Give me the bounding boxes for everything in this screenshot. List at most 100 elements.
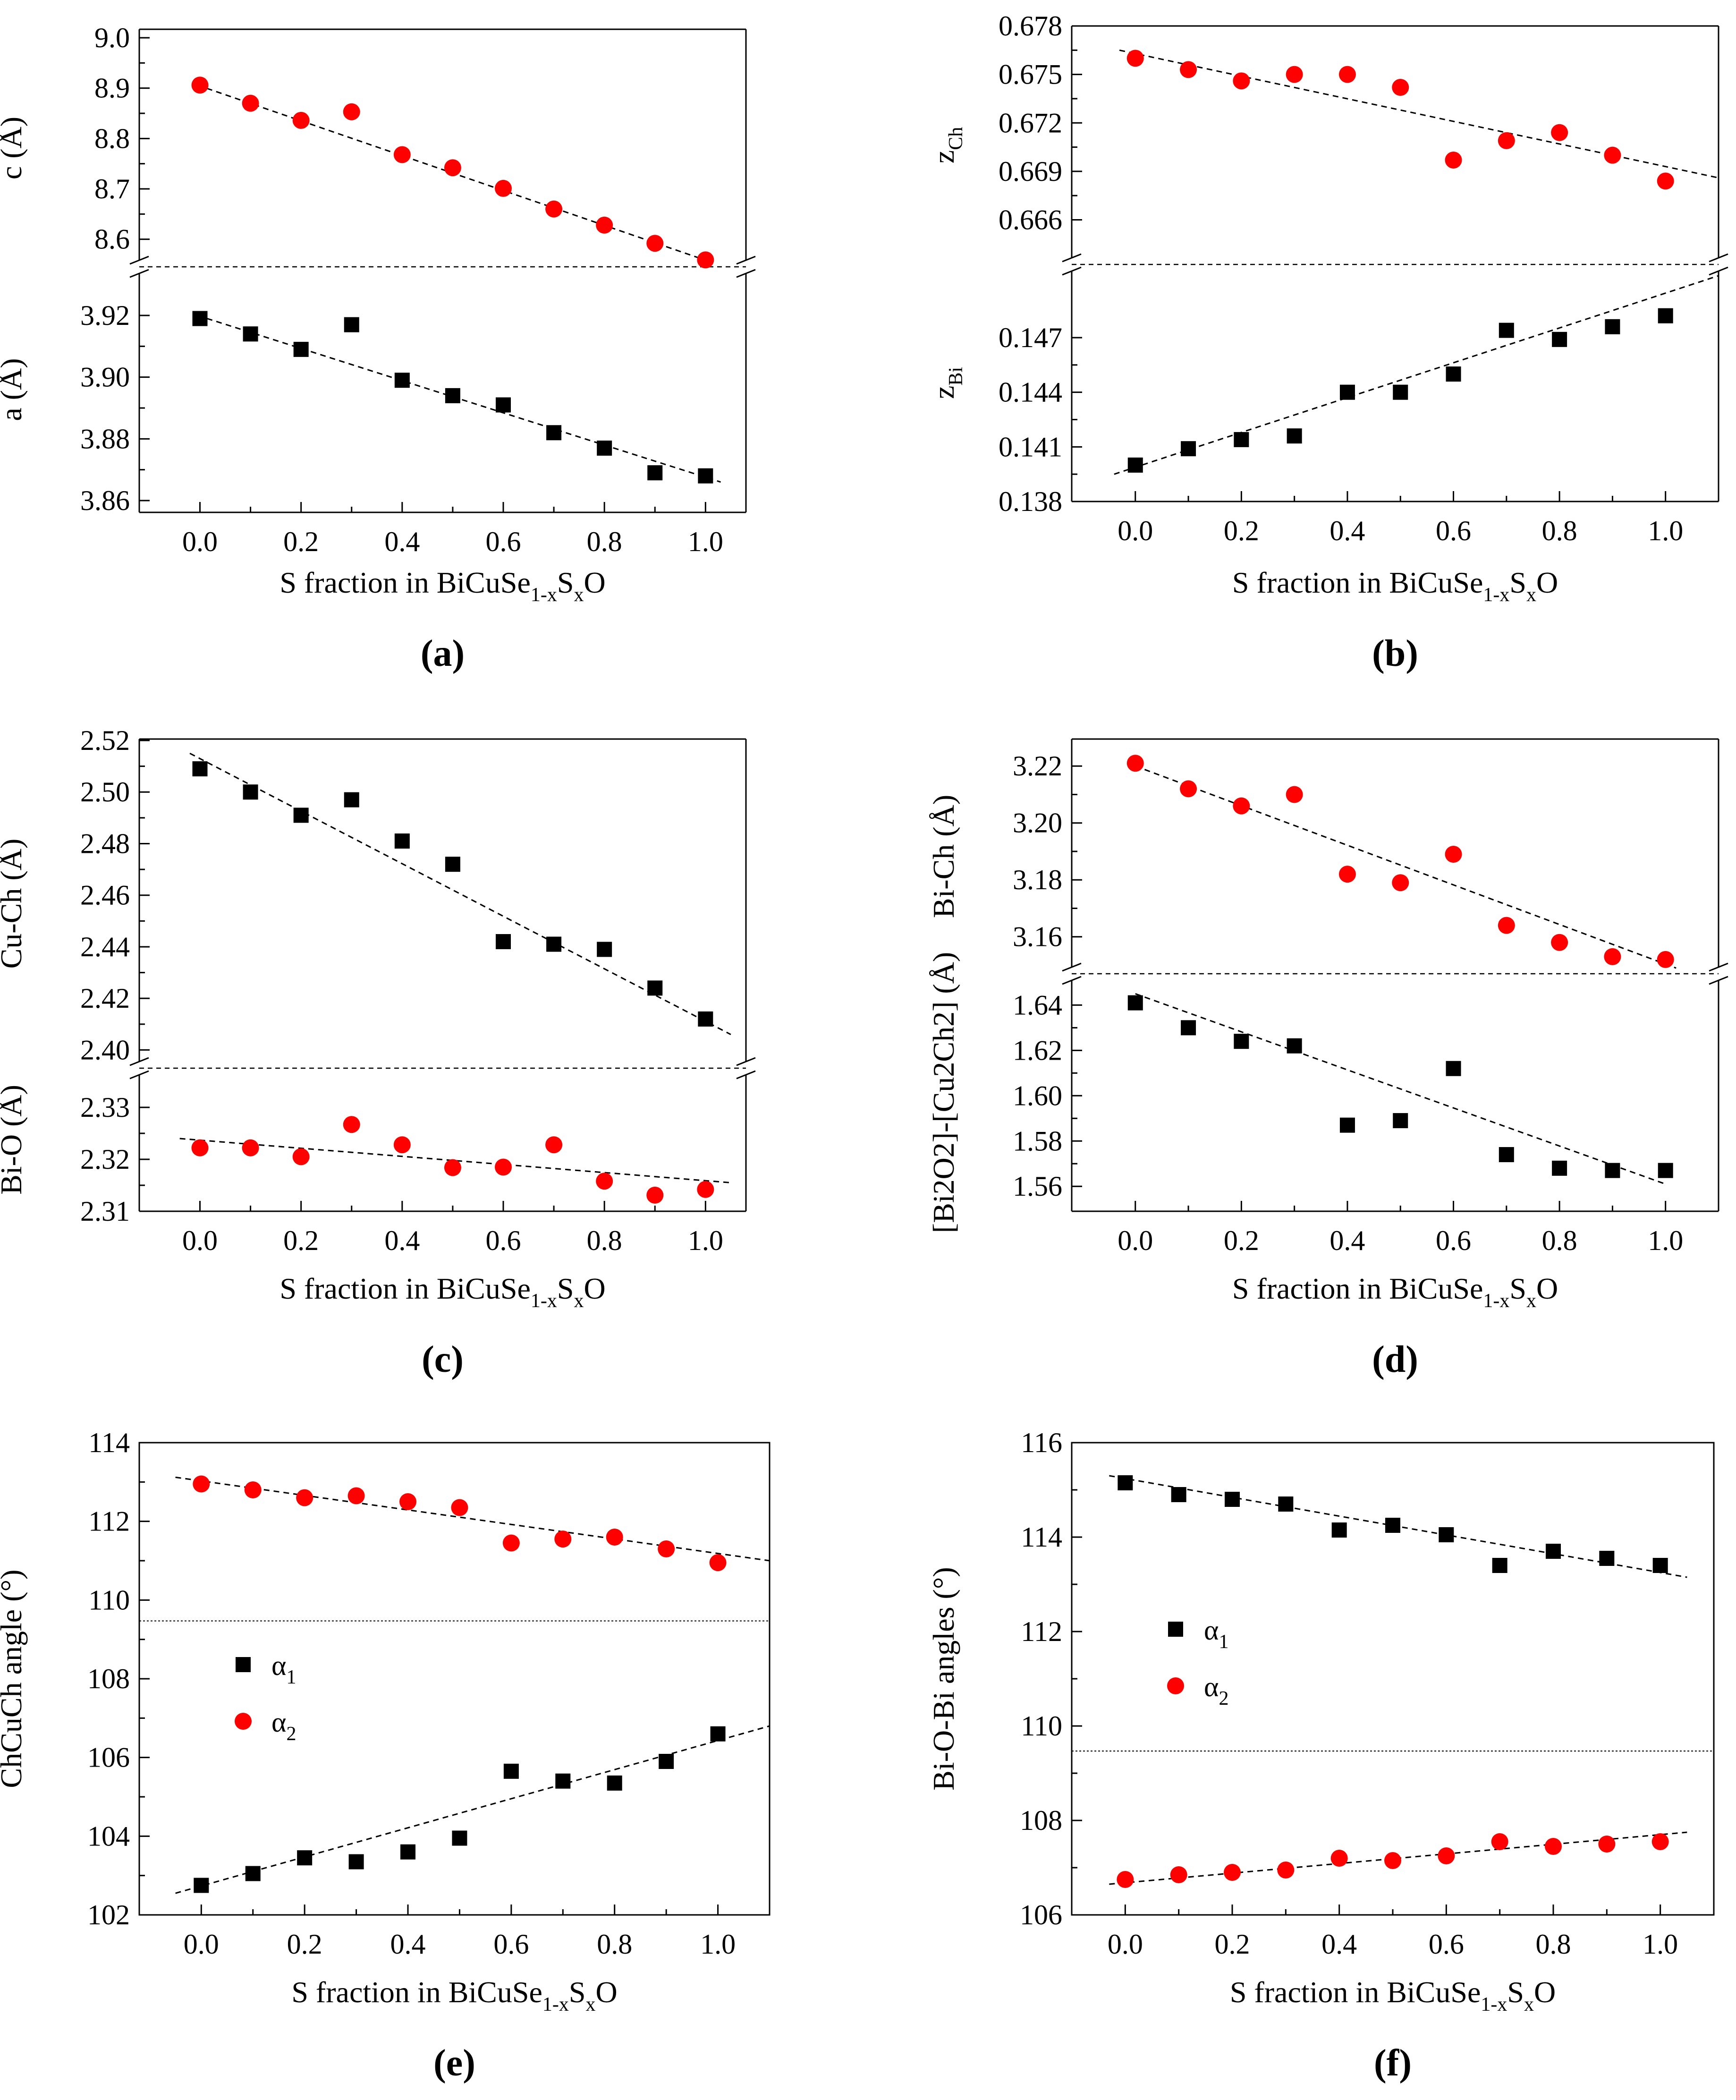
x-axis-label-main: S fraction in BiCuSe (1232, 1272, 1483, 1305)
data-point-square (1552, 332, 1567, 347)
y-tick-label: 0.144 (999, 377, 1062, 408)
data-point-circle (646, 235, 664, 252)
y-tick-label: 2.31 (80, 1196, 130, 1227)
legend-marker (236, 1657, 251, 1672)
y-tick-label: 1.64 (1013, 989, 1062, 1020)
y-axis-label-bottom: Bi-O (Å) (0, 1085, 28, 1195)
fit-line (1109, 1475, 1687, 1578)
data-point-square (1234, 1034, 1249, 1049)
data-point-circle (1170, 1866, 1187, 1883)
legend-label-sub: 2 (286, 1723, 296, 1745)
legend-label: α2 (1204, 1671, 1228, 1709)
data-point-circle (1233, 72, 1250, 90)
x-axis-label-mid: S (1509, 566, 1526, 599)
y-tick-label: 0.147 (999, 322, 1062, 353)
data-point-circle (193, 1475, 210, 1493)
y-tick-label: 116 (1021, 1427, 1062, 1458)
axis-break-mark (1709, 976, 1728, 985)
data-point-square (445, 388, 460, 403)
data-point-circle (444, 159, 461, 177)
y-tick-label: 2.48 (80, 828, 130, 859)
x-tick-label: 1.0 (1643, 1929, 1678, 1960)
data-point-square (710, 1726, 726, 1742)
x-tick-label: 1.0 (700, 1929, 736, 1960)
fit-line (1114, 275, 1719, 475)
x-tick-label: 0.0 (182, 1225, 218, 1256)
legend-label-sub: 1 (1219, 1631, 1228, 1653)
x-tick-label: 0.6 (1429, 1929, 1464, 1960)
data-point-circle (1126, 50, 1144, 67)
y-tick-label: 112 (1021, 1616, 1062, 1647)
y-axis-label-top: zCh (927, 127, 967, 163)
data-point-square (297, 1850, 313, 1866)
x-axis-label-main: S fraction in BiCuSe (291, 1975, 542, 2009)
y-label-main: z (927, 386, 960, 399)
axis-break-mark (736, 269, 756, 278)
data-point-circle (343, 103, 360, 120)
data-point-circle (1180, 780, 1197, 798)
x-axis-label-main: S fraction in BiCuSe (279, 566, 531, 599)
y-axis-label-top: c (Å) (0, 117, 28, 179)
y-tick-label: 3.86 (80, 485, 130, 516)
x-tick-label: 0.8 (587, 526, 622, 557)
x-axis-label: S fraction in BiCuSe1-xSxO (1232, 1272, 1558, 1312)
x-tick-label: 0.6 (486, 1225, 521, 1256)
fit-line (189, 752, 731, 1035)
y-tick-label: 3.90 (80, 362, 130, 393)
x-tick-label: 0.2 (283, 526, 319, 557)
data-point-circle (343, 1116, 360, 1133)
x-axis-label-mid: S (569, 1975, 586, 2009)
data-point-circle (1286, 66, 1303, 83)
data-point-square (452, 1830, 467, 1846)
data-point-circle (1117, 1871, 1134, 1888)
x-tick-label: 1.0 (1648, 1225, 1683, 1256)
data-point-square (597, 942, 612, 957)
axis-break-mark (129, 269, 149, 278)
data-point-square (1181, 1020, 1196, 1036)
y-tick-label: 1.60 (1013, 1080, 1062, 1111)
y-tick-label: 2.50 (80, 776, 130, 808)
data-point-square (1393, 384, 1408, 400)
data-point-square (1499, 323, 1514, 338)
x-tick-label: 0.4 (1330, 515, 1365, 546)
fit-line (175, 1476, 770, 1562)
x-axis-label-end: O (1534, 1975, 1556, 2009)
y-tick-label: 110 (88, 1584, 130, 1615)
data-point-circle (697, 251, 714, 269)
legend-marker (1167, 1677, 1184, 1694)
y-tick-label: 0.138 (999, 486, 1062, 517)
x-axis-label-sub: x (574, 1290, 584, 1312)
data-point-circle (244, 1481, 262, 1498)
y-tick-label: 106 (87, 1742, 130, 1773)
data-point-circle (1392, 874, 1409, 892)
x-axis-label-sub: x (1526, 584, 1536, 606)
data-point-square (1605, 1163, 1620, 1178)
data-point-circle (1233, 797, 1250, 815)
data-point-square (293, 341, 309, 357)
fit-line (179, 1138, 731, 1183)
y-tick-label: 0.678 (999, 10, 1062, 42)
x-axis-label: S fraction in BiCuSe1-xSxO (279, 566, 605, 606)
x-axis-label-sub: x (1526, 1290, 1536, 1312)
y-tick-label: 1.62 (1013, 1035, 1062, 1066)
data-point-square (1331, 1522, 1347, 1538)
data-point-circle (1498, 917, 1515, 934)
data-point-square (698, 468, 713, 484)
legend-label-sub: 2 (1219, 1688, 1228, 1709)
x-tick-label: 0.4 (384, 1225, 420, 1256)
data-point-circle (1392, 79, 1409, 96)
data-point-square (647, 980, 663, 996)
axis-break-mark (1709, 962, 1728, 972)
data-point-square (192, 761, 208, 777)
x-axis-label-mid: S (557, 1272, 574, 1305)
fit-line (175, 1725, 770, 1894)
x-axis-label-sub: 1-x (531, 1290, 557, 1312)
x-axis-label-sub: x (1524, 1994, 1534, 2015)
data-point-circle (495, 1158, 512, 1176)
axis-frame (1071, 1442, 1715, 1916)
data-point-square (1439, 1527, 1454, 1542)
data-point-circle (502, 1534, 520, 1552)
data-point-square (546, 425, 562, 441)
x-axis-label-end: O (1536, 1272, 1558, 1305)
